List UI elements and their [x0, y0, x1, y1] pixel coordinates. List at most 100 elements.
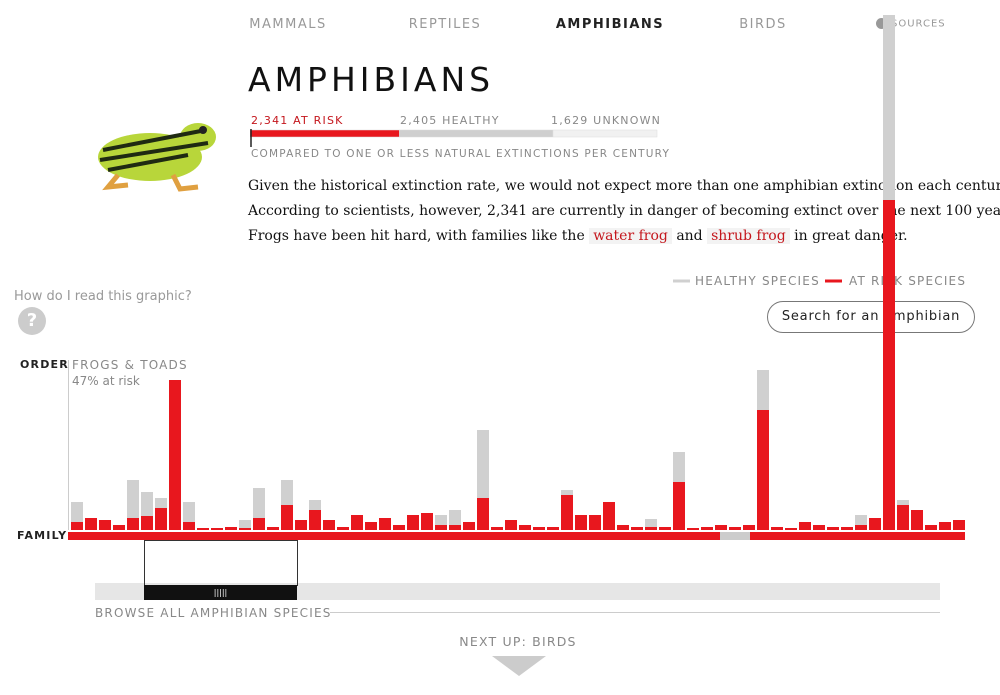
family-bar — [127, 480, 139, 518]
family-bar — [813, 525, 825, 530]
family-bar — [701, 527, 713, 530]
family-bar — [785, 528, 797, 530]
help-text[interactable]: How do I read this graphic? — [14, 289, 192, 304]
intro-text: Frogs have been hit hard, with families … — [248, 228, 585, 244]
family-bar — [561, 490, 573, 495]
family-bar — [855, 525, 867, 530]
help-button[interactable]: ? — [18, 307, 46, 335]
legend-label: HEALTHY SPECIES — [695, 274, 820, 288]
family-bar — [855, 515, 867, 525]
family-bar — [771, 527, 783, 530]
family-bar — [337, 527, 349, 530]
family-bar — [365, 522, 377, 530]
family-link[interactable]: shrub frog — [707, 228, 790, 244]
family-bar — [449, 510, 461, 525]
nav-item[interactable]: AMPHIBIANS — [555, 17, 665, 32]
family-bar — [267, 527, 279, 530]
stat-segment — [250, 129, 400, 138]
family-bar — [883, 200, 895, 530]
family-bar — [393, 525, 405, 530]
family-bar — [589, 515, 601, 530]
family-bar — [281, 505, 293, 530]
family-bar — [351, 515, 363, 530]
nav-item[interactable]: MAMMALS — [249, 17, 327, 32]
family-bar — [799, 522, 811, 530]
family-bar — [673, 452, 685, 482]
family-bar — [477, 430, 489, 498]
family-bar — [239, 520, 251, 528]
family-bar — [575, 515, 587, 530]
family-bar — [659, 527, 671, 530]
order-label: ORDER — [20, 358, 69, 371]
family-bar — [883, 15, 895, 200]
family-bar — [85, 518, 97, 530]
nav-item[interactable]: REPTILES — [408, 17, 482, 32]
family-bar — [169, 380, 181, 530]
family-strip-healthy — [720, 532, 750, 540]
family-bar — [757, 370, 769, 410]
family-bar — [645, 519, 657, 527]
intro-text: and — [676, 228, 703, 244]
family-bar — [141, 492, 153, 516]
family-bar — [449, 525, 461, 530]
stat-bar — [250, 129, 658, 147]
family-bar — [197, 528, 209, 530]
family-bar — [491, 527, 503, 530]
family-bar — [673, 482, 685, 530]
family-bar — [309, 510, 321, 530]
next-label[interactable]: NEXT UP: BIRDS — [459, 634, 577, 649]
next-arrow[interactable] — [490, 655, 548, 677]
family-bar — [379, 518, 391, 530]
family-bar — [827, 527, 839, 530]
family-bar — [533, 527, 545, 530]
search-button[interactable]: Search for an amphibian — [767, 301, 975, 333]
family-bar — [141, 516, 153, 530]
family-bar — [253, 488, 265, 518]
family-bar — [225, 527, 237, 530]
stat-segment — [552, 129, 658, 138]
family-bar — [953, 520, 965, 530]
family-bar — [925, 525, 937, 530]
family-label: FAMILY — [17, 529, 68, 542]
browser-handle[interactable]: ||||| — [144, 585, 297, 600]
info-icon — [876, 18, 887, 29]
family-bar — [911, 510, 923, 530]
family-bar — [71, 522, 83, 530]
family-strip — [68, 532, 965, 540]
family-link[interactable]: water frog — [589, 228, 672, 244]
sources-link[interactable]: SOURCES — [876, 18, 946, 30]
family-bar — [99, 520, 111, 530]
browser-window — [144, 540, 298, 586]
order-name: FROGS & TOADS — [72, 358, 188, 372]
nav-item[interactable]: BIRDS — [739, 17, 787, 32]
sources-text: SOURCES — [891, 18, 946, 30]
family-bar — [561, 495, 573, 530]
intro-line: Frogs have been hit hard, with families … — [248, 224, 908, 249]
family-bar — [113, 525, 125, 530]
family-bar — [155, 508, 167, 530]
family-bar — [841, 527, 853, 530]
family-bar — [519, 525, 531, 530]
family-bar — [603, 502, 615, 530]
browse-rule — [330, 612, 940, 613]
legend-label: AT RISK SPECIES — [849, 274, 966, 288]
family-bar — [729, 527, 741, 530]
family-bar — [435, 525, 447, 530]
family-bar — [421, 513, 433, 530]
family-bar — [155, 498, 167, 508]
family-bar — [295, 520, 307, 530]
family-bar — [505, 520, 517, 530]
family-bar — [687, 528, 699, 530]
family-bar — [239, 528, 251, 530]
family-bar — [715, 525, 727, 530]
stat-label: 1,629 UNKNOWN — [551, 114, 662, 127]
family-bar — [183, 522, 195, 530]
comparison-note: COMPARED TO ONE OR LESS NATURAL EXTINCTI… — [251, 148, 671, 160]
family-bar — [631, 527, 643, 530]
family-bar — [309, 500, 321, 510]
legend: HEALTHY SPECIES AT RISK SPECIES — [673, 274, 966, 288]
family-bar — [869, 518, 881, 530]
family-bar — [757, 410, 769, 530]
browser-track[interactable] — [95, 583, 940, 600]
intro-line: Given the historical extinction rate, we… — [248, 178, 1000, 194]
